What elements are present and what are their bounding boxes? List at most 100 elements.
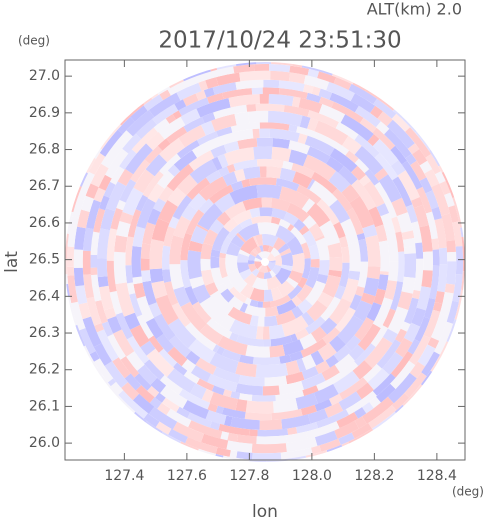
- echo-cell: [378, 188, 398, 219]
- echo-cell: [109, 291, 123, 315]
- echo-cell: [354, 317, 375, 341]
- echo-cell: [140, 340, 156, 356]
- echo-cell: [292, 171, 313, 189]
- echo-cell: [316, 273, 329, 284]
- echo-cell: [249, 429, 258, 437]
- echo-cell: [327, 242, 343, 258]
- echo-cell: [218, 423, 250, 436]
- echo-cell: [266, 459, 285, 462]
- echo-cell: [185, 437, 218, 454]
- echo-cell: [318, 88, 333, 100]
- echo-cell: [106, 228, 118, 261]
- echo-cell: [349, 195, 375, 229]
- echo-cell: [205, 170, 222, 184]
- echo-cell: [384, 128, 412, 159]
- echo-cell: [427, 337, 440, 349]
- echo-cell: [206, 318, 233, 339]
- echo-cell: [364, 169, 380, 186]
- echo-cell: [118, 390, 148, 419]
- echo-cell: [230, 391, 241, 400]
- echo-cell: [354, 105, 381, 128]
- echo-cell: [417, 344, 436, 367]
- echo-cell: [373, 98, 397, 119]
- echo-cell: [94, 323, 104, 333]
- echo-cell: [357, 261, 369, 288]
- echo-cell: [461, 271, 465, 291]
- echo-cell: [104, 307, 117, 320]
- echo-cell: [200, 242, 213, 260]
- echo-cell: [211, 226, 230, 252]
- echo-cell: [334, 420, 359, 439]
- echo-cell: [166, 126, 188, 144]
- echo-cell: [203, 229, 218, 246]
- echo-cell: [126, 351, 145, 371]
- echo-cell: [136, 314, 154, 339]
- echo-cell: [270, 335, 293, 347]
- echo-cell: [149, 239, 164, 270]
- echo-cell: [198, 80, 208, 92]
- echo-cell: [158, 199, 178, 224]
- echo-cell: [149, 268, 164, 283]
- echo-cell: [166, 163, 194, 192]
- echo-cell: [439, 247, 448, 265]
- echo-cell: [249, 315, 259, 327]
- echo-cell: [210, 256, 220, 269]
- echo-cell: [131, 246, 142, 278]
- echo-cell: [288, 149, 308, 167]
- echo-cell: [366, 302, 382, 322]
- echo-cell: [159, 138, 185, 163]
- echo-cell: [176, 174, 198, 196]
- echo-cell: [405, 204, 418, 224]
- echo-cell: [237, 262, 250, 274]
- echo-cell: [333, 345, 352, 362]
- echo-cell: [319, 438, 341, 452]
- echo-cell: [354, 158, 370, 174]
- echo-cell: [273, 398, 298, 413]
- echo-cell: [152, 198, 166, 213]
- echo-cell: [230, 234, 245, 248]
- chart-title: 2017/10/24 23:51:30: [158, 28, 401, 54]
- echo-cell: [104, 361, 128, 388]
- echo-cell: [317, 342, 337, 362]
- echo-cell: [143, 359, 165, 381]
- echo-cell: [173, 362, 188, 376]
- echo-cell: [244, 304, 266, 317]
- echo-cell: [192, 301, 212, 324]
- echo-cell: [286, 202, 310, 223]
- echo-cell: [181, 359, 196, 373]
- echo-cell: [190, 365, 212, 383]
- echo-cell: [301, 354, 317, 370]
- echo-cell: [397, 170, 420, 201]
- x-tick-label: 127.4: [104, 468, 144, 484]
- echo-cell: [201, 269, 215, 286]
- echo-cell: [338, 432, 355, 445]
- echo-cell: [314, 235, 325, 242]
- echo-cell: [188, 240, 203, 253]
- echo-cell: [254, 257, 262, 262]
- echo-cell: [95, 300, 108, 324]
- echo-cell: [301, 366, 319, 380]
- echo-cell: [288, 72, 306, 84]
- echo-cell: [329, 297, 352, 325]
- echo-cell: [280, 447, 313, 460]
- echo-cell: [211, 156, 223, 171]
- echo-cell: [145, 154, 168, 177]
- echo-cell: [90, 254, 98, 268]
- echo-cell: [209, 352, 239, 374]
- echo-cell: [401, 276, 416, 294]
- echo-cell: [255, 363, 288, 378]
- echo-cell: [65, 232, 69, 259]
- echo-cell: [228, 286, 248, 304]
- echo-cell: [238, 223, 260, 242]
- echo-cell: [90, 274, 99, 286]
- echo-cell: [306, 300, 328, 322]
- echo-cell: [188, 338, 216, 364]
- echo-cell: [377, 111, 393, 127]
- echo-cell: [279, 354, 292, 364]
- echo-cell: [256, 271, 265, 279]
- echo-cell: [137, 364, 158, 385]
- echo-cell: [122, 133, 142, 154]
- echo-cell: [115, 282, 135, 317]
- echo-cell: [303, 84, 314, 94]
- echo-cell: [296, 422, 319, 434]
